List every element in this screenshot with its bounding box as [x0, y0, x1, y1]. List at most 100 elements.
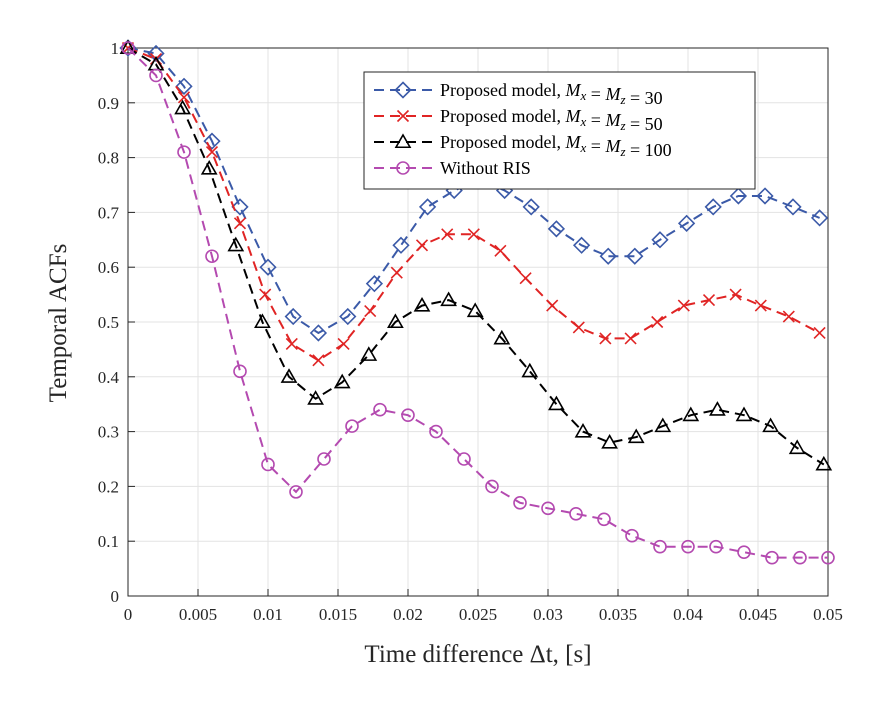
legend-entry: Proposed model, Mx = Mz = 50 [374, 106, 663, 134]
data-point [401, 408, 415, 422]
data-point [810, 209, 829, 227]
data-point [309, 324, 328, 342]
data-point [682, 406, 700, 422]
x-tick-label: 0.005 [179, 605, 217, 624]
x-tick-label: 0.01 [253, 605, 283, 624]
data-point [729, 187, 748, 205]
y-tick-label: 0.6 [98, 258, 119, 277]
series-line [127, 47, 828, 559]
y-tick-label: 0.1 [98, 532, 119, 551]
y-axis-label: Temporal ACFs [45, 244, 72, 403]
legend-label: Proposed model, Mx = Mz = 100 [440, 132, 672, 160]
x-tick-label: 0.025 [459, 605, 497, 624]
data-point [624, 332, 637, 345]
data-point [337, 337, 350, 350]
data-point [651, 315, 664, 329]
y-tick-label: 0.4 [98, 368, 120, 387]
data-point [467, 228, 480, 241]
data-point [345, 419, 359, 433]
data-point [333, 373, 351, 389]
data-point [413, 296, 431, 312]
series-3 [119, 39, 833, 471]
x-tick-label: 0.03 [533, 605, 563, 624]
data-point [513, 496, 527, 510]
data-point [177, 145, 191, 159]
x-tick-label: 0.045 [739, 605, 777, 624]
series-line [127, 47, 825, 466]
data-point [782, 310, 795, 323]
data-point [709, 401, 726, 416]
data-point [203, 132, 221, 150]
data-point [704, 198, 722, 216]
data-point [360, 346, 378, 361]
data-point [709, 539, 723, 554]
x-tick-label: 0.015 [319, 605, 357, 624]
series-2 [121, 41, 826, 367]
x-tick-label: 0 [124, 605, 133, 624]
data-point [149, 68, 163, 83]
data-point [429, 424, 443, 439]
legend-marker [396, 161, 410, 175]
data-point [317, 452, 331, 466]
data-point [365, 275, 384, 293]
series-line [127, 47, 821, 362]
data-point [702, 294, 716, 307]
data-point [259, 288, 272, 301]
data-point [546, 299, 559, 312]
data-point [280, 368, 298, 383]
data-point [522, 198, 540, 216]
legend-label: Proposed model, Mx = Mz = 30 [440, 80, 663, 108]
data-point [754, 299, 767, 312]
data-point [227, 236, 245, 252]
data-point [519, 272, 532, 285]
data-point [289, 485, 303, 499]
x-axis: 0 0.005 0.01 0.015 0.02 0.025 0.03 0.035 0.04 0.0… [124, 589, 843, 624]
data-point [457, 452, 471, 466]
data-point [174, 99, 191, 115]
data-point [259, 258, 277, 276]
data-point [387, 313, 404, 329]
data-point [339, 307, 357, 326]
data-point [231, 198, 249, 216]
x-tick-label: 0.04 [673, 605, 703, 624]
data-point [121, 41, 135, 55]
data-point [312, 354, 325, 367]
legend-box [363, 71, 756, 190]
data-point [597, 512, 611, 527]
data-point [147, 44, 165, 63]
data-point [175, 77, 193, 95]
x-axis-label: Time difference Δt, [s] [364, 641, 591, 668]
data-point [756, 187, 774, 205]
data-point [494, 244, 507, 257]
data-point [285, 337, 298, 350]
legend-marker [396, 109, 410, 123]
data-point [415, 239, 429, 252]
data-point [205, 146, 219, 159]
x-tick-label: 0.035 [599, 605, 637, 624]
y-tick-label: 0.3 [98, 423, 119, 442]
y-tick-label: 0.8 [98, 149, 119, 168]
legend-label: Proposed model, Mx = Mz = 50 [440, 106, 663, 134]
data-point [548, 395, 565, 411]
data-point [653, 539, 667, 554]
data-point [254, 313, 271, 329]
y-axis: 0 0.1 0.2 0.3 0.4 0.5 0.6 0.7 0.8 0.9 1 [98, 39, 135, 606]
y-tick-label: 0.2 [98, 477, 119, 496]
x-tick-label: 0.05 [813, 605, 843, 624]
data-point [654, 417, 672, 433]
data-point [541, 501, 555, 516]
legend-marker [394, 81, 412, 99]
data-point [307, 390, 324, 405]
data-point [572, 236, 591, 254]
legend-entry: Proposed model, Mx = Mz = 100 [374, 132, 672, 160]
y-tick-label: 0.9 [98, 94, 119, 113]
data-point [284, 307, 302, 326]
data-point [677, 299, 690, 312]
data-point [373, 402, 387, 417]
y-tick-label: 0 [111, 587, 120, 606]
data-point [390, 266, 403, 279]
data-point [651, 231, 669, 249]
data-point [200, 159, 218, 175]
